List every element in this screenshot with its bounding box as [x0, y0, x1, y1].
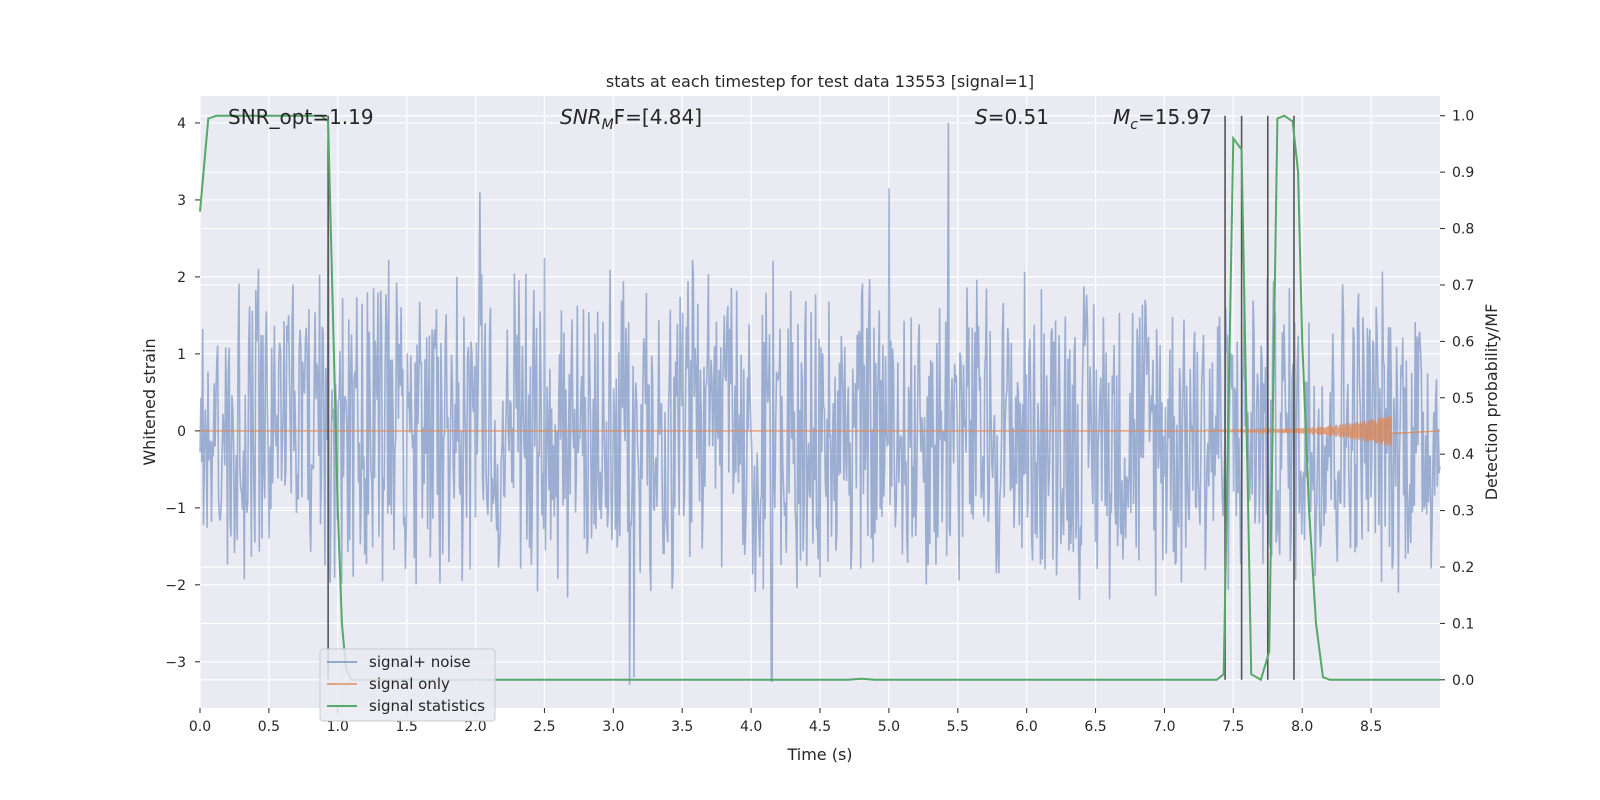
x-tick-label-10: 5.0	[878, 719, 900, 735]
legend: signal+ noise signal only signal statist…	[319, 648, 496, 722]
x-tick-label-2: 1.0	[327, 719, 349, 735]
s-var: S	[975, 105, 988, 129]
snr-mf-annotation: SNRMF=[4.84]	[560, 105, 702, 133]
x-tick-label-9: 4.5	[809, 719, 831, 735]
y-right-tick-label-7: 0.3	[1452, 504, 1474, 520]
x-tick-label-14: 7.0	[1153, 719, 1175, 735]
snr-mf-prefix: SNR	[560, 105, 602, 129]
x-tick-label-3: 1.5	[396, 719, 418, 735]
x-axis-label: Time (s)	[786, 745, 852, 764]
mc-var: M	[1113, 105, 1130, 129]
s-annotation: S=0.51	[975, 105, 1049, 129]
s-value: =0.51	[988, 105, 1049, 129]
y-right-tick-label-10: 0.0	[1452, 673, 1474, 689]
signal-only-line	[200, 415, 1441, 447]
x-tick-label-7: 3.5	[671, 719, 693, 735]
legend-label-stats: signal statistics	[369, 697, 485, 715]
x-tick-label-0: 0.0	[189, 719, 211, 735]
x-tick-label-1: 0.5	[258, 719, 280, 735]
y-left-tick-label-1: 3	[177, 193, 186, 209]
y-right-tick-label-8: 0.2	[1452, 560, 1474, 576]
x-tick-label-5: 2.5	[533, 719, 555, 735]
y-right-tick-label-9: 0.1	[1452, 616, 1474, 632]
y-left-axis-ticks: 4 3 2 1 0 −1 −2 −3	[165, 116, 200, 671]
y-left-tick-label-0: 4	[177, 116, 186, 132]
y-left-tick-label-3: 1	[177, 347, 186, 363]
x-tick-label-12: 6.0	[1016, 719, 1038, 735]
x-tick-label-15: 7.5	[1222, 719, 1244, 735]
y-right-tick-label-6: 0.4	[1452, 447, 1474, 463]
y-left-tick-label-6: −2	[165, 578, 186, 594]
legend-box	[319, 648, 496, 722]
x-tick-label-6: 3.0	[602, 719, 624, 735]
mc-value: =15.97	[1138, 105, 1212, 129]
signal-statistics-series	[199, 114, 1440, 682]
legend-label-signal: signal only	[369, 675, 450, 693]
chart-title: stats at each timestep for test data 135…	[606, 72, 1034, 91]
x-tick-label-16: 8.0	[1291, 719, 1313, 735]
y-left-axis-label: Whitened strain	[140, 338, 159, 465]
y-right-tick-label-3: 0.7	[1452, 278, 1474, 294]
x-tick-label-4: 2.0	[464, 719, 486, 735]
signal-statistics-line	[199, 114, 1440, 682]
y-left-tick-label-2: 2	[177, 270, 186, 286]
snr-mf-sub: M	[602, 117, 614, 133]
snr-mf-suffix: F=[4.84]	[614, 105, 702, 129]
x-axis-ticks: 0.0 0.5 1.0 1.5 2.0 2.5 3.0 3.5 4.0 4.5 5.0 5.5 6.0 6…	[189, 708, 1382, 735]
mc-annotation: Mc=15.97	[1113, 105, 1212, 133]
x-tick-label-11: 5.5	[947, 719, 969, 735]
y-right-tick-label-5: 0.5	[1452, 391, 1474, 407]
y-right-tick-label-2: 0.8	[1452, 222, 1474, 238]
x-tick-label-13: 6.5	[1084, 719, 1106, 735]
y-right-axis-label: Detection probability/MF	[1482, 304, 1501, 501]
legend-label-noise: signal+ noise	[369, 653, 471, 671]
signal-noise-line	[199, 122, 1441, 685]
signal-noise-series	[199, 122, 1441, 685]
y-right-axis-ticks: 1.0 0.9 0.8 0.7 0.6 0.5 0.4 0.3 0.2 0.1 0.0	[1440, 109, 1474, 689]
x-tick-label-17: 8.5	[1360, 719, 1382, 735]
signal-only-series	[200, 415, 1441, 447]
x-tick-label-8: 4.0	[740, 719, 762, 735]
y-right-tick-label-4: 0.6	[1452, 334, 1474, 350]
y-right-tick-label-1: 0.9	[1452, 165, 1474, 181]
y-left-tick-label-4: 0	[177, 424, 186, 440]
y-left-tick-label-7: −3	[165, 655, 186, 671]
y-right-tick-label-0: 1.0	[1452, 109, 1474, 125]
mc-sub: c	[1130, 117, 1138, 133]
snr-opt-annotation: SNR_opt=1.19	[228, 105, 374, 129]
y-left-tick-label-5: −1	[165, 501, 186, 517]
